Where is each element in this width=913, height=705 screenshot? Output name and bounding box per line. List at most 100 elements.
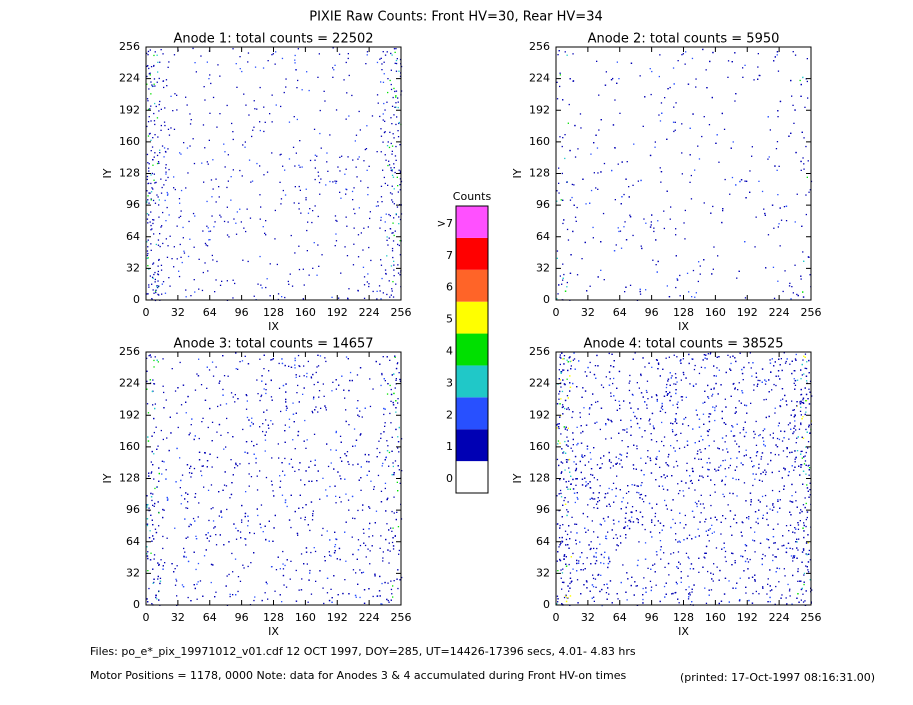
count-pixel bbox=[559, 379, 561, 381]
count-pixel bbox=[208, 540, 210, 542]
count-pixel bbox=[608, 593, 610, 595]
y-tick-label: 32 bbox=[126, 566, 140, 579]
count-pixel bbox=[800, 95, 802, 97]
count-pixel bbox=[718, 161, 720, 163]
count-pixel bbox=[560, 371, 562, 373]
count-pixel bbox=[805, 367, 808, 370]
count-pixel bbox=[686, 272, 689, 274]
count-pixel bbox=[775, 148, 778, 150]
count-pixel bbox=[329, 485, 331, 488]
count-pixel bbox=[593, 547, 595, 550]
count-pixel bbox=[774, 453, 776, 456]
count-pixel bbox=[694, 169, 696, 171]
count-pixel bbox=[662, 368, 664, 370]
count-pixel bbox=[740, 179, 743, 181]
count-pixel bbox=[386, 255, 388, 257]
count-pixel bbox=[355, 596, 357, 598]
count-pixel bbox=[663, 552, 665, 554]
count-pixel bbox=[308, 579, 310, 581]
count-pixel bbox=[386, 598, 388, 601]
count-pixel bbox=[655, 441, 658, 443]
count-pixel bbox=[582, 512, 584, 515]
count-pixel bbox=[183, 547, 185, 550]
count-pixel bbox=[380, 196, 383, 198]
count-pixel bbox=[747, 561, 750, 563]
count-pixel bbox=[313, 433, 316, 435]
count-pixel bbox=[194, 493, 197, 495]
count-pixel bbox=[274, 209, 276, 212]
count-pixel bbox=[266, 409, 268, 411]
count-pixel bbox=[674, 121, 676, 123]
count-pixel bbox=[316, 274, 318, 276]
count-pixel bbox=[655, 584, 657, 586]
count-pixel bbox=[765, 380, 767, 382]
count-pixel bbox=[312, 513, 314, 515]
count-pixel bbox=[394, 355, 396, 357]
count-pixel bbox=[290, 526, 292, 529]
count-pixel bbox=[565, 563, 567, 565]
count-pixel bbox=[153, 431, 155, 434]
count-pixel bbox=[342, 592, 344, 595]
count-pixel bbox=[635, 585, 637, 587]
count-pixel bbox=[187, 493, 189, 495]
count-pixel bbox=[803, 463, 806, 465]
count-pixel bbox=[604, 84, 607, 86]
count-pixel bbox=[666, 138, 668, 140]
count-pixel bbox=[565, 544, 567, 546]
count-pixel bbox=[260, 526, 262, 529]
count-pixel bbox=[762, 437, 764, 439]
count-pixel bbox=[309, 569, 311, 572]
count-pixel bbox=[569, 382, 571, 384]
count-pixel bbox=[146, 524, 149, 527]
count-pixel bbox=[641, 247, 643, 250]
count-pixel bbox=[605, 592, 608, 594]
count-pixel bbox=[770, 452, 772, 454]
count-pixel bbox=[625, 178, 627, 180]
count-pixel bbox=[183, 556, 185, 558]
count-pixel bbox=[639, 293, 642, 295]
count-pixel bbox=[167, 176, 169, 179]
count-pixel bbox=[568, 563, 570, 566]
count-pixel bbox=[565, 459, 568, 461]
count-pixel bbox=[154, 528, 157, 530]
count-pixel bbox=[160, 49, 162, 51]
count-pixel bbox=[383, 413, 385, 416]
count-pixel bbox=[702, 439, 704, 441]
count-pixel bbox=[653, 230, 655, 233]
count-pixel bbox=[146, 190, 148, 192]
count-pixel bbox=[208, 519, 210, 522]
count-pixel bbox=[162, 508, 164, 511]
count-pixel bbox=[789, 500, 791, 502]
count-pixel bbox=[246, 394, 248, 397]
count-pixel bbox=[303, 563, 305, 565]
count-pixel bbox=[347, 358, 349, 360]
count-pixel bbox=[581, 484, 584, 486]
count-pixel bbox=[283, 91, 285, 94]
count-pixel bbox=[735, 522, 738, 524]
count-pixel bbox=[808, 474, 810, 476]
count-pixel bbox=[767, 116, 769, 118]
count-pixel bbox=[396, 176, 398, 178]
count-pixel bbox=[592, 586, 595, 588]
count-pixel bbox=[640, 374, 642, 377]
count-pixel bbox=[237, 398, 239, 400]
count-pixel bbox=[255, 457, 257, 460]
count-pixel bbox=[730, 369, 732, 371]
count-pixel bbox=[148, 182, 150, 184]
count-pixel bbox=[152, 199, 155, 202]
count-pixel bbox=[771, 589, 773, 591]
count-pixel bbox=[748, 516, 750, 518]
count-pixel bbox=[397, 490, 399, 492]
count-pixel bbox=[150, 211, 152, 213]
count-pixel bbox=[282, 470, 284, 472]
count-pixel bbox=[176, 595, 178, 597]
count-pixel bbox=[663, 585, 666, 588]
count-pixel bbox=[755, 521, 757, 523]
count-pixel bbox=[701, 466, 704, 468]
count-pixel bbox=[805, 518, 807, 521]
count-pixel bbox=[792, 432, 794, 435]
count-pixel bbox=[330, 462, 332, 464]
count-pixel bbox=[248, 159, 251, 161]
count-pixel bbox=[721, 112, 723, 115]
count-pixel bbox=[748, 518, 750, 520]
